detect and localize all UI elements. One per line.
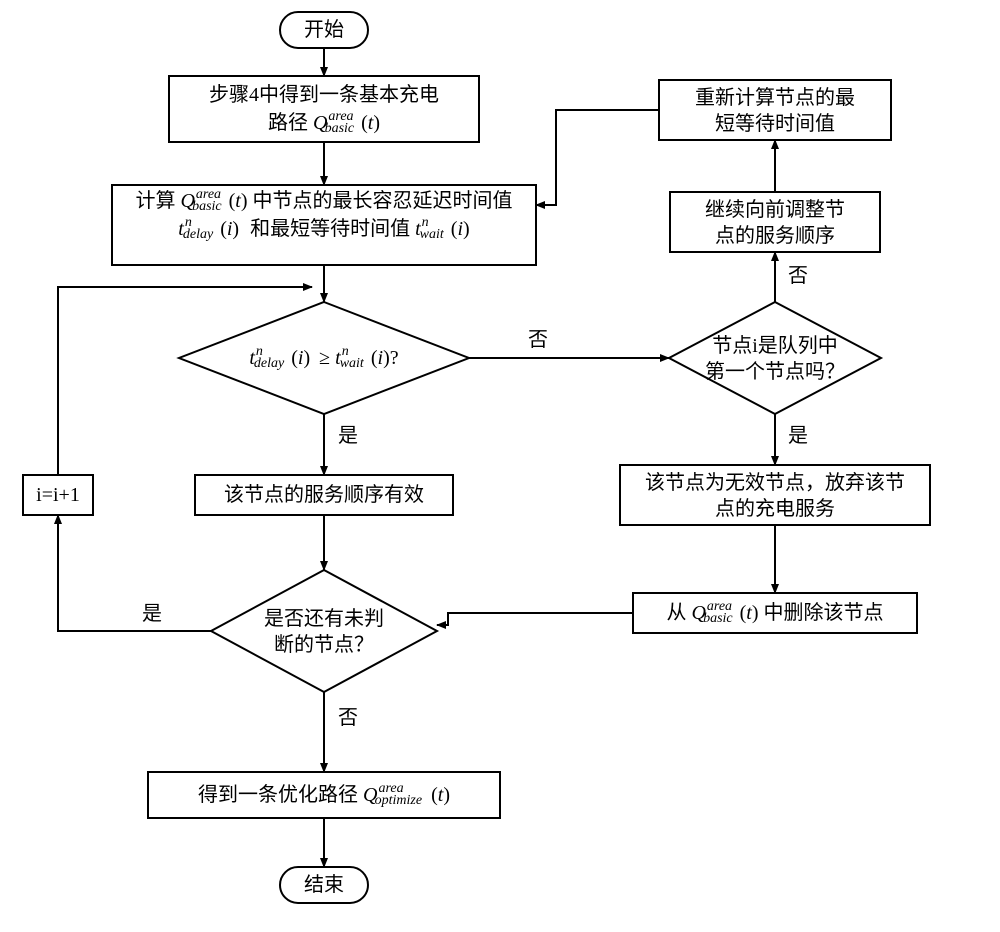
svg-text:是否还有未判: 是否还有未判 bbox=[264, 607, 384, 630]
svg-text:否: 否 bbox=[338, 707, 358, 729]
node-valid: 该节点的服务顺序有效 bbox=[195, 475, 453, 515]
svg-text:重新计算节点的最: 重新计算节点的最 bbox=[695, 86, 855, 109]
svg-text:该节点为无效节点，放弃该节: 该节点为无效节点，放弃该节 bbox=[645, 471, 905, 494]
node-decision1: tndelay (i) ≥ tnwait (i)? bbox=[179, 302, 469, 414]
svg-text:该节点的服务顺序有效: 该节点的服务顺序有效 bbox=[224, 483, 424, 506]
svg-text:步骤4中得到一条基本充电: 步骤4中得到一条基本充电 bbox=[209, 83, 439, 106]
node-decision2: 是否还有未判断的节点？ bbox=[211, 570, 437, 692]
svg-text:i=i+1: i=i+1 bbox=[36, 484, 80, 506]
node-decision3: 节点i是队列中第一个节点吗？ bbox=[669, 302, 881, 414]
svg-text:是: 是 bbox=[142, 603, 162, 625]
node-adjust: 继续向前调整节点的服务顺序 bbox=[670, 192, 880, 252]
node-result: 得到一条优化路径 Qareaoptimize (t) bbox=[148, 772, 500, 818]
svg-text:是: 是 bbox=[788, 425, 808, 447]
svg-text:开始: 开始 bbox=[304, 18, 344, 41]
node-delete: 从 Qareabasic (t) 中删除该节点 bbox=[633, 593, 917, 633]
svg-text:节点i是队列中: 节点i是队列中 bbox=[712, 334, 838, 357]
svg-text:tndelay (i) 和最短等待时间值 tnwait (i: tndelay (i) 和最短等待时间值 tnwait (i) bbox=[178, 215, 469, 242]
svg-text:第一个节点吗？: 第一个节点吗？ bbox=[705, 360, 845, 383]
svg-text:断的节点？: 断的节点？ bbox=[274, 633, 374, 656]
node-step2: 计算 Qareabasic (t) 中节点的最长容忍延迟时间值tndelay (… bbox=[112, 185, 536, 265]
svg-text:是: 是 bbox=[338, 425, 358, 447]
svg-text:结束: 结束 bbox=[304, 873, 344, 896]
flowchart-diagram: 是否否否是是 开始步骤4中得到一条基本充电路径 Qareabasic (t)计算… bbox=[0, 0, 1000, 932]
svg-text:点的服务顺序: 点的服务顺序 bbox=[715, 224, 835, 247]
svg-text:点的充电服务: 点的充电服务 bbox=[715, 497, 835, 520]
node-inc: i=i+1 bbox=[23, 475, 93, 515]
svg-text:短等待时间值: 短等待时间值 bbox=[715, 112, 835, 135]
node-recalc: 重新计算节点的最短等待时间值 bbox=[659, 80, 891, 140]
svg-text:继续向前调整节: 继续向前调整节 bbox=[705, 198, 845, 221]
svg-text:从 Qareabasic (t) 中删除该节点: 从 Qareabasic (t) 中删除该节点 bbox=[666, 599, 883, 626]
node-invalid: 该节点为无效节点，放弃该节点的充电服务 bbox=[620, 465, 930, 525]
svg-text:计算 Qareabasic (t) 中节点的最长容忍延迟时间: 计算 Qareabasic (t) 中节点的最长容忍延迟时间值 bbox=[135, 187, 512, 214]
svg-text:否: 否 bbox=[528, 329, 548, 351]
svg-text:否: 否 bbox=[788, 265, 808, 287]
node-step1: 步骤4中得到一条基本充电路径 Qareabasic (t) bbox=[169, 76, 479, 142]
svg-text:路径 Qareabasic (t): 路径 Qareabasic (t) bbox=[268, 109, 380, 136]
